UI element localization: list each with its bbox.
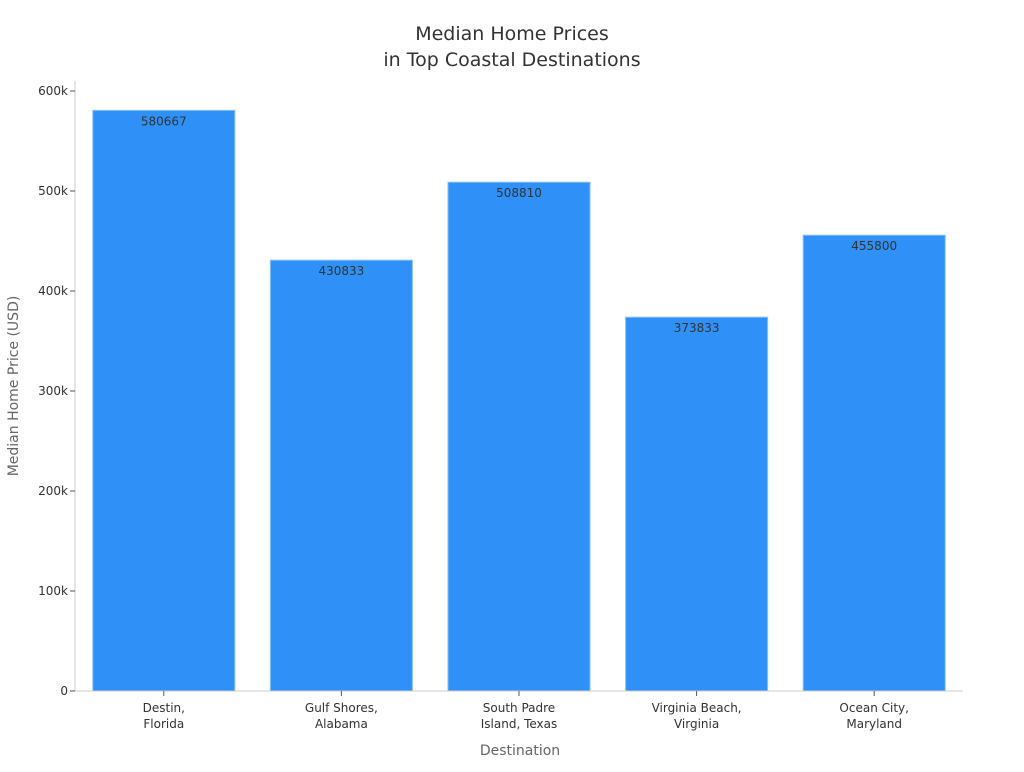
x-axis-label: Destination (480, 743, 560, 759)
x-tick-label: Maryland (846, 717, 902, 731)
y-tick-label: 400k (38, 284, 68, 298)
bar (802, 234, 946, 692)
x-tick-label: South Padre (483, 701, 555, 715)
x-tick-label: Island, Texas (481, 717, 558, 731)
x-tick-label: Ocean City, (839, 701, 909, 715)
y-axis-label: Median Home Price (USD) (6, 296, 22, 477)
chart-title-line-1: Median Home Prices (415, 23, 609, 45)
y-tick-label: 500k (38, 184, 68, 198)
chart-title-line-2: in Top Coastal Destinations (383, 49, 640, 71)
bar (625, 316, 769, 692)
data-label: 580667 (141, 114, 187, 128)
data-label: 508810 (496, 186, 542, 200)
y-tick-label: 200k (38, 484, 68, 498)
x-tick-label: Alabama (315, 717, 368, 731)
y-tick-label: 100k (38, 584, 68, 598)
data-label: 455800 (851, 239, 897, 253)
y-tick-label: 300k (38, 384, 68, 398)
x-tick-label: Florida (143, 717, 184, 731)
bar (447, 181, 591, 692)
y-tick-label: 600k (38, 84, 68, 98)
bar (92, 109, 236, 692)
data-label: 373833 (674, 321, 720, 335)
x-tick-label: Virginia Beach, (652, 701, 742, 715)
x-tick-label: Destin, (143, 701, 185, 715)
x-tick-label: Gulf Shores, (305, 701, 378, 715)
x-tick-label: Virginia (674, 717, 719, 731)
y-tick-label: 0 (60, 684, 68, 698)
bar (269, 259, 413, 692)
data-label: 430833 (318, 264, 364, 278)
